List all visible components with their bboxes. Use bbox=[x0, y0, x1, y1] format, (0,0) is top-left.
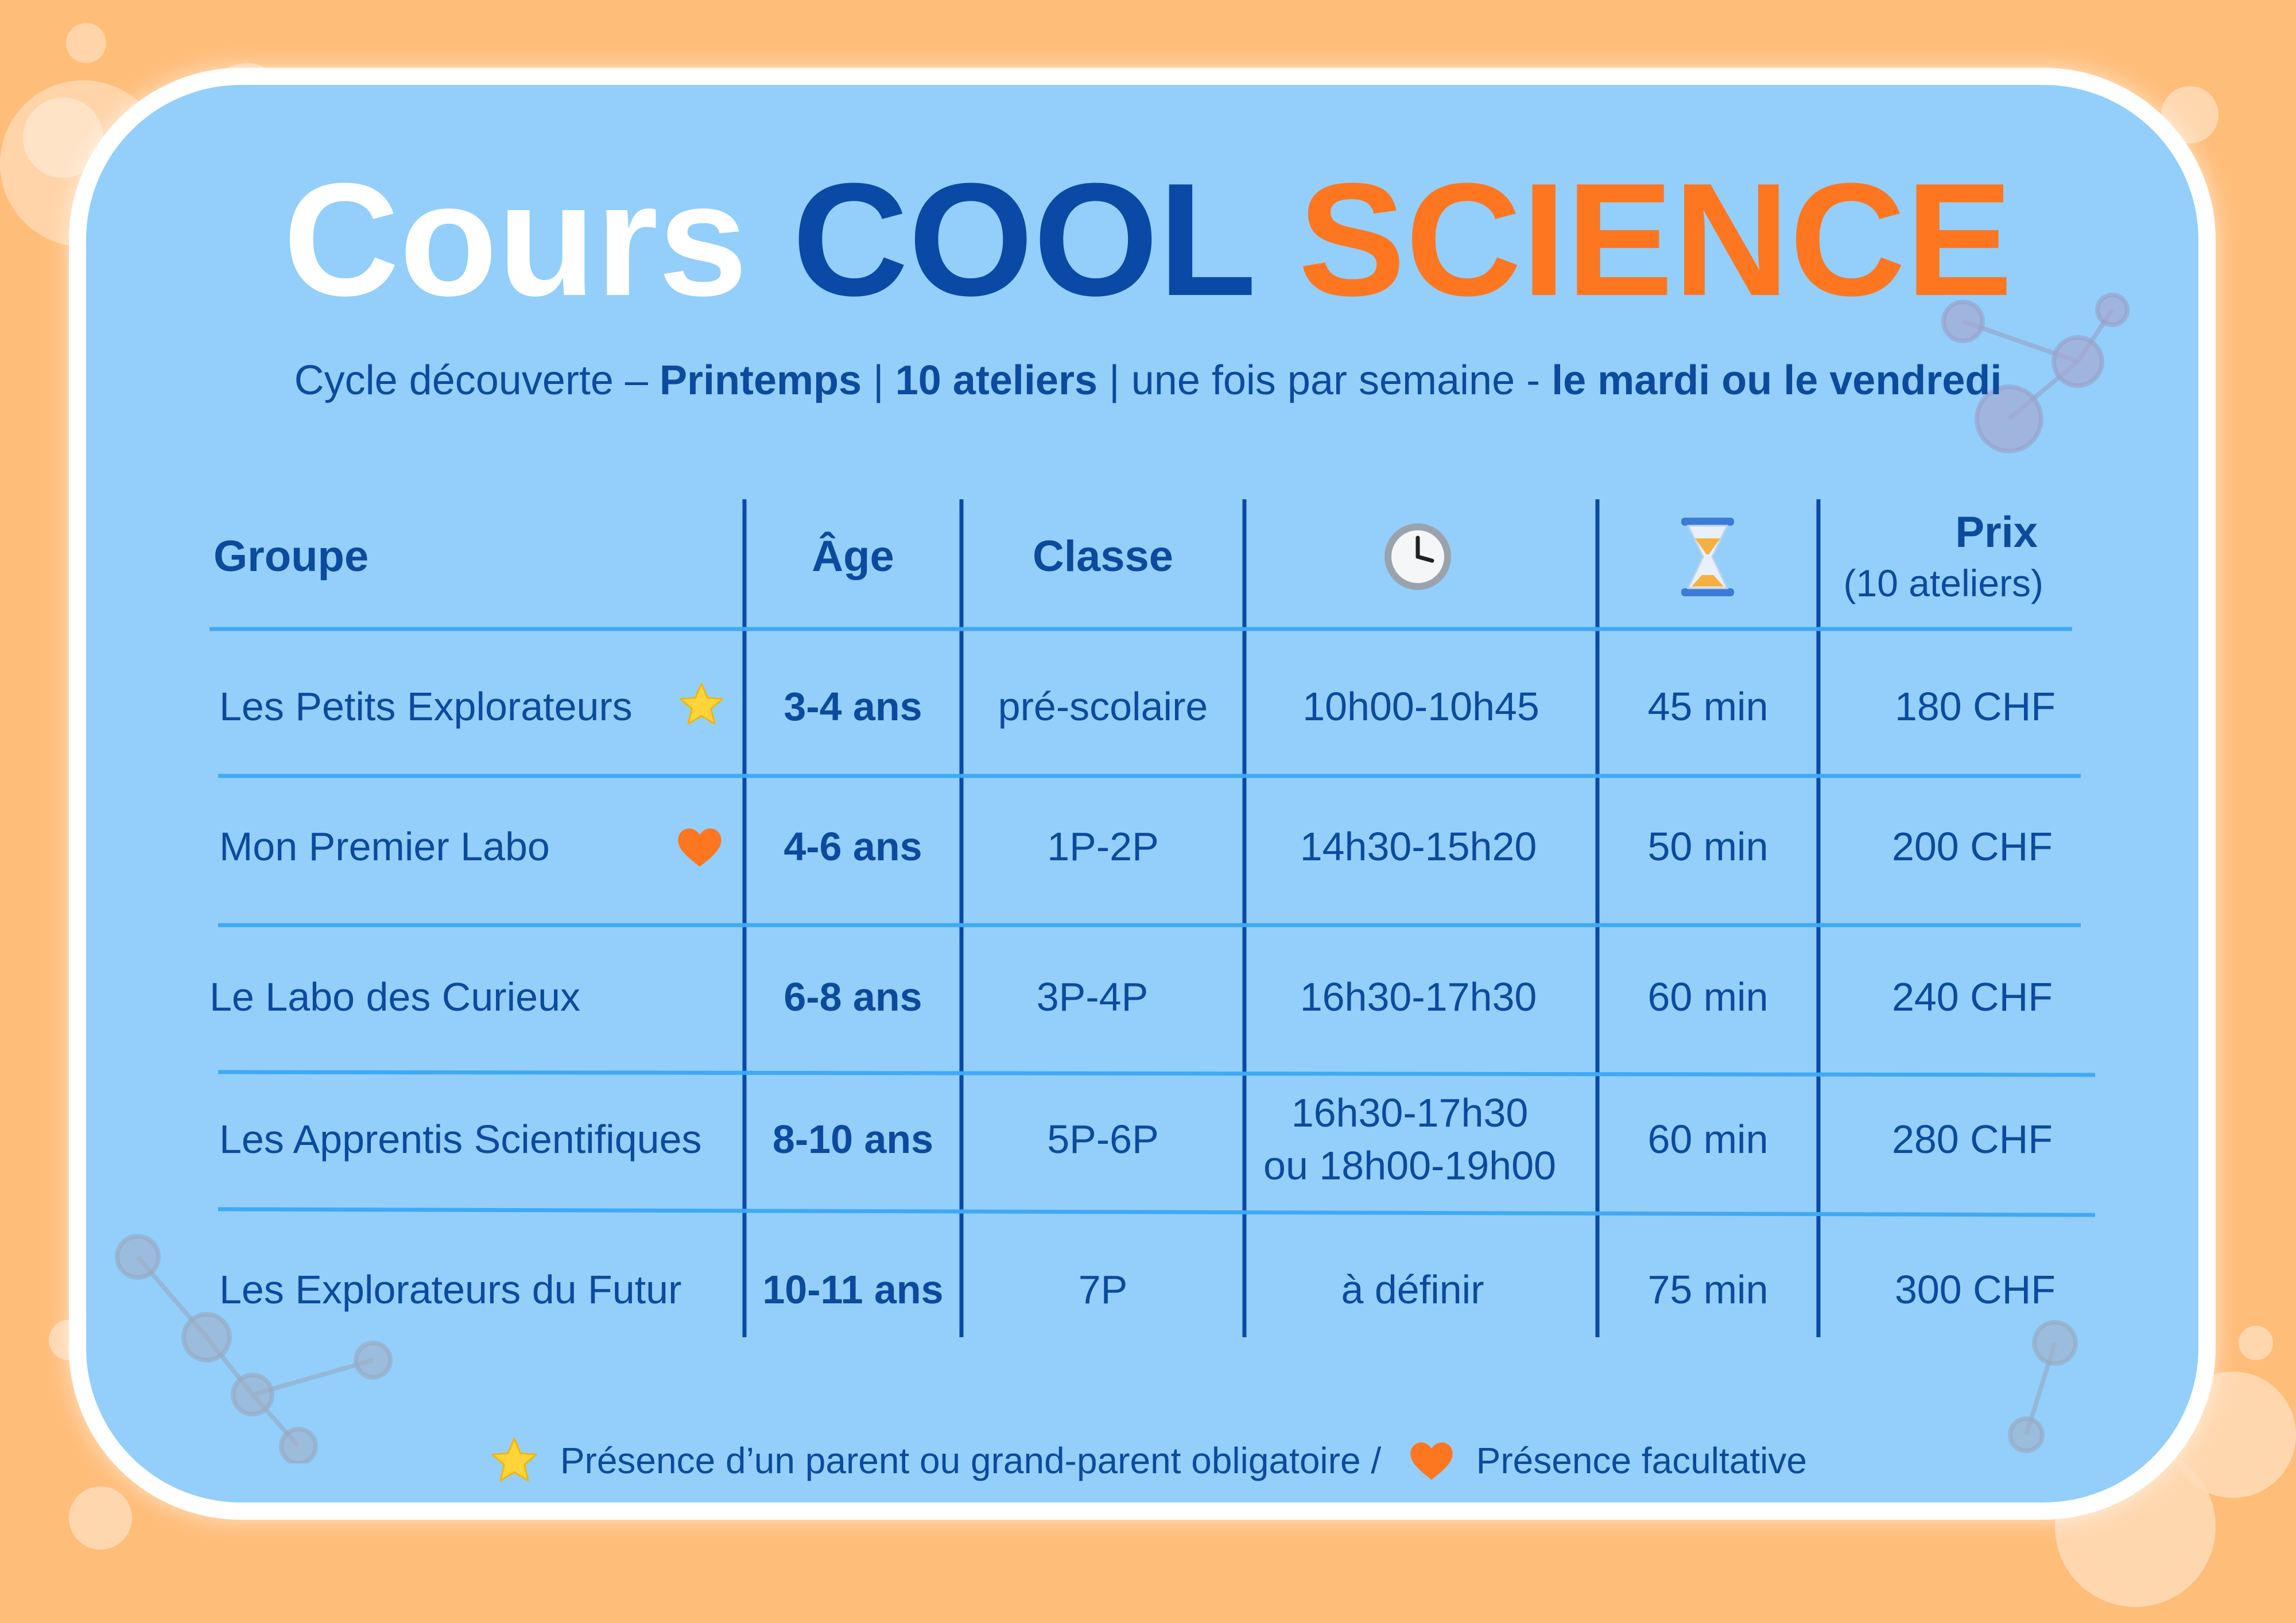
molecule-decoration bbox=[1941, 293, 2130, 453]
row-price: 280 CHF bbox=[1891, 1117, 2053, 1162]
row-age: 10-11 ans bbox=[762, 1267, 944, 1312]
row-time-multi: 16h30-17h30 ou 18h00-19h00 bbox=[1246, 1079, 1573, 1199]
row-duration: 60 min bbox=[1647, 974, 1768, 1019]
heart-icon bbox=[1410, 1442, 1453, 1480]
subtitle-season: Printemps bbox=[659, 358, 862, 403]
row-time: 10h00-10h45 bbox=[1302, 684, 1539, 729]
bubble-decoration bbox=[69, 1486, 132, 1550]
header-age: Âge bbox=[812, 532, 894, 581]
legend-star-note: Présence d’un parent ou grand-parent obl… bbox=[560, 1440, 1382, 1482]
page-title: Cours COOL SCIENCE bbox=[0, 154, 2296, 326]
row-class: 1P-2P bbox=[1047, 824, 1159, 869]
subtitle-count: 10 ateliers bbox=[895, 358, 1098, 403]
row-group: Les Apprentis Scientifiques bbox=[219, 1117, 702, 1162]
row-time: 14h30-15h20 bbox=[1300, 824, 1537, 869]
row-group: Les Petits Explorateurs bbox=[219, 684, 633, 729]
row-duration: 60 min bbox=[1647, 1117, 1768, 1162]
row-duration: 75 min bbox=[1647, 1267, 1768, 1312]
bubble-decoration bbox=[66, 23, 106, 63]
subtitle: Cycle découverte – Printemps | 10 atelie… bbox=[0, 355, 2296, 406]
header-group: Groupe bbox=[214, 532, 369, 581]
row-price: 240 CHF bbox=[1891, 974, 2053, 1019]
row-group: Le Labo des Curieux bbox=[210, 974, 580, 1019]
row-class: 7P bbox=[1078, 1267, 1128, 1312]
row-time: 16h30-17h30 bbox=[1300, 974, 1537, 1019]
schedule-card bbox=[69, 68, 2216, 1520]
row-time-alt: ou 18h00-19h00 bbox=[1263, 1143, 1556, 1188]
row-age: 3-4 ans bbox=[784, 684, 922, 729]
legend-heart-note: Présence facultative bbox=[1476, 1440, 1807, 1482]
row-age: 8-10 ans bbox=[772, 1117, 934, 1162]
row-age: 4-6 ans bbox=[784, 824, 922, 869]
star-icon bbox=[491, 1438, 537, 1482]
heart-icon bbox=[678, 828, 722, 867]
row-time: 16h30-17h30 bbox=[1291, 1090, 1529, 1135]
star-icon bbox=[680, 683, 723, 725]
title-word-cours: Cours bbox=[283, 150, 748, 329]
subtitle-days: le mardi ou le vendredi bbox=[1552, 358, 2002, 403]
row-price: 300 CHF bbox=[1894, 1267, 2056, 1312]
subtitle-lead: Cycle découverte – bbox=[294, 358, 660, 403]
row-duration: 45 min bbox=[1647, 684, 1768, 729]
subtitle-frequency: | une fois par semaine - bbox=[1097, 358, 1552, 403]
row-class: 5P-6P bbox=[1047, 1117, 1159, 1162]
row-group: Les Explorateurs du Futur bbox=[219, 1267, 682, 1312]
row-class: 3P-4P bbox=[1036, 974, 1149, 1019]
header-class: Classe bbox=[1032, 532, 1174, 581]
subtitle-separator: | bbox=[862, 358, 895, 403]
legend: Présence d’un parent ou grand-parent obl… bbox=[0, 1432, 2296, 1486]
bubble-decoration bbox=[2239, 1326, 2273, 1360]
hourglass-icon bbox=[1681, 518, 1734, 596]
header-price: Prix (10 ateliers) bbox=[1825, 505, 2043, 608]
row-duration: 50 min bbox=[1647, 824, 1768, 869]
row-time: à définir bbox=[1341, 1267, 1484, 1312]
row-class: pré-scolaire bbox=[998, 684, 1208, 729]
row-price: 200 CHF bbox=[1891, 824, 2053, 869]
row-group: Mon Premier Labo bbox=[219, 824, 550, 869]
row-age: 6-8 ans bbox=[784, 974, 922, 1019]
title-word-cool: COOL bbox=[792, 150, 1254, 329]
molecule-decoration bbox=[2008, 1320, 2078, 1453]
header-price-label: Prix bbox=[1955, 508, 2038, 557]
molecule-decoration bbox=[115, 1234, 393, 1463]
title-word-science: SCIENCE bbox=[1298, 150, 2013, 329]
clock-icon bbox=[1384, 523, 1451, 590]
row-price: 180 CHF bbox=[1894, 684, 2056, 729]
header-price-sub: (10 ateliers) bbox=[1843, 562, 2043, 604]
